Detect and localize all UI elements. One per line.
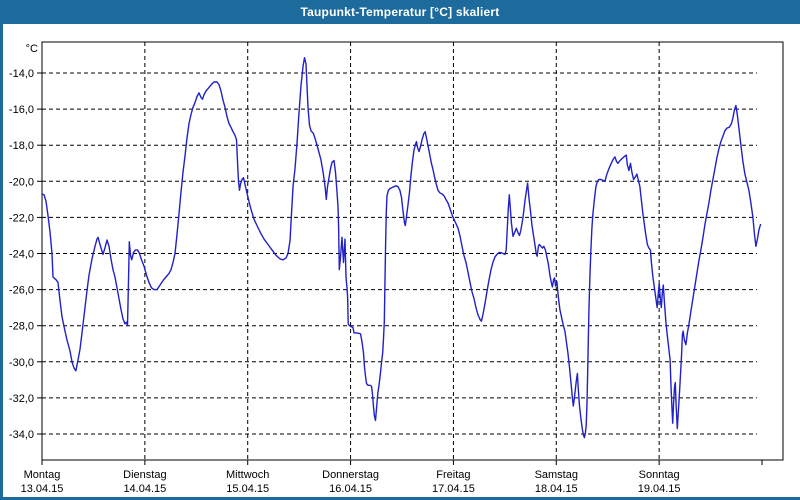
y-tick-label: -16,0 xyxy=(9,104,34,116)
x-day-date-label: 14.04.15 xyxy=(123,483,166,495)
window-titlebar: Taupunkt-Temperatur [°C] skaliert xyxy=(0,0,800,24)
y-tick-label: -28,0 xyxy=(9,321,34,333)
plot-area[interactable] xyxy=(42,42,783,460)
y-tick-label: -34,0 xyxy=(9,429,34,441)
y-tick-label: -24,0 xyxy=(9,249,34,261)
x-day-name-label: Samstag xyxy=(535,469,578,481)
y-tick-label: -20,0 xyxy=(9,176,34,188)
y-tick-label: -26,0 xyxy=(9,285,34,297)
window-border-left xyxy=(0,24,3,500)
temperature-line xyxy=(41,57,762,439)
y-axis-unit-label: °C xyxy=(26,43,38,55)
x-day-date-label: 13.04.15 xyxy=(21,483,64,495)
x-day-name-label: Mittwoch xyxy=(226,469,269,481)
x-day-date-label: 18.04.15 xyxy=(535,483,578,495)
x-day-name-label: Sonntag xyxy=(639,469,680,481)
x-day-date-label: 15.04.15 xyxy=(226,483,269,495)
y-tick-label: -22,0 xyxy=(9,212,34,224)
y-tick-label: -30,0 xyxy=(9,357,34,369)
x-day-name-label: Dienstag xyxy=(123,469,166,481)
window-border-bottom xyxy=(0,497,800,500)
x-day-name-label: Donnerstag xyxy=(322,469,379,481)
x-day-date-label: 16.04.15 xyxy=(329,483,372,495)
x-day-name-label: Montag xyxy=(24,469,61,481)
window-title: Taupunkt-Temperatur [°C] skaliert xyxy=(300,5,500,19)
x-day-date-label: 17.04.15 xyxy=(432,483,475,495)
x-day-name-label: Freitag xyxy=(436,469,470,481)
y-tick-label: -18,0 xyxy=(9,140,34,152)
y-tick-label: -14,0 xyxy=(9,68,34,80)
plot-border xyxy=(41,41,784,461)
y-tick-label: -32,0 xyxy=(9,393,34,405)
x-day-date-label: 19.04.15 xyxy=(638,483,681,495)
